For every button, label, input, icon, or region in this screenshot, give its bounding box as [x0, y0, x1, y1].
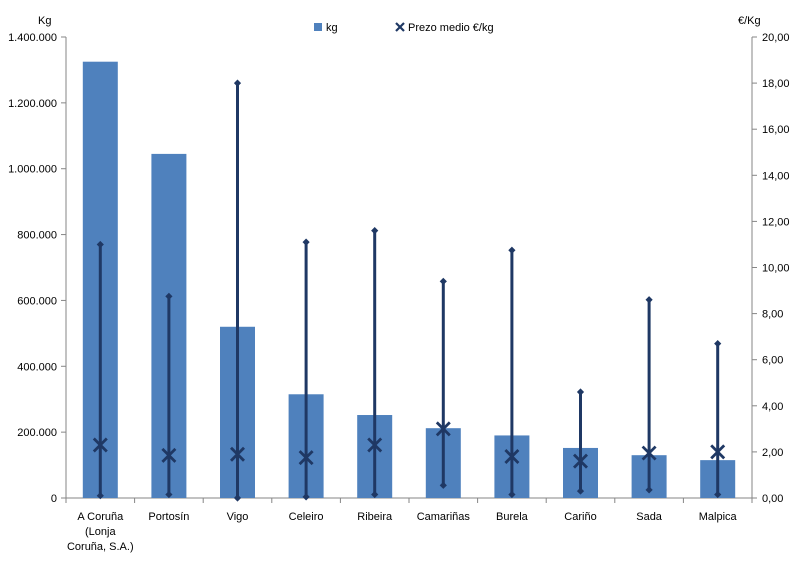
legend-x-marker-icon [395, 22, 405, 32]
category-label: Portosín [148, 511, 189, 523]
avg-price-marker-stroke-b [435, 421, 451, 437]
kg-bars [82, 61, 736, 498]
right-tick-label: 18,00 [762, 78, 790, 90]
category-label: Vigo [227, 511, 249, 523]
right-axis-title: €/Kg [738, 15, 761, 27]
price-range-lines [96, 79, 722, 502]
price-min-marker [508, 490, 516, 499]
avg-price-marker-stroke-b [710, 444, 726, 460]
right-tick-label: 0,00 [762, 493, 783, 505]
legend-bar-label: kg [326, 22, 338, 34]
right-tick-label: 8,00 [762, 309, 783, 321]
avg-price-marker-stroke-b [230, 446, 245, 462]
right-tick-label: 4,00 [762, 401, 783, 413]
price-min-marker [645, 486, 653, 494]
legend-bar-swatch [314, 23, 322, 31]
price-max-marker [576, 388, 585, 396]
price-max-marker [96, 240, 104, 249]
avg-price-marker-stroke-b [161, 447, 177, 463]
left-tick-label: 0 [51, 493, 57, 505]
avg-price-marker-stroke-b [92, 437, 108, 453]
left-tick-label: 1.400.000 [8, 32, 57, 44]
category-label: Celeiro [289, 511, 324, 523]
avg-price-marker-stroke-b [504, 449, 520, 464]
price-max-marker [508, 246, 516, 254]
axes: 0 200.000 400.000 600.000 800.000 1.000.000 1.… [8, 32, 789, 505]
right-tick-label: 20,00 [762, 32, 790, 44]
left-tick-label: 600.000 [17, 295, 57, 307]
price-max-marker [645, 296, 653, 304]
price-max-marker [714, 339, 722, 348]
category-label: Camariñas [417, 511, 471, 523]
category-label: Coruña, S.A.) [67, 541, 134, 553]
category-label: Malpica [699, 511, 738, 523]
avg-price-marker-stroke-b [367, 437, 383, 453]
price-min-marker [165, 490, 173, 499]
right-tick-label: 10,00 [762, 263, 790, 275]
left-tick-label: 200.000 [17, 427, 57, 439]
price-max-marker [165, 292, 173, 300]
price-min-marker [576, 487, 585, 495]
category-label: Sada [636, 511, 663, 523]
price-min-marker [371, 490, 379, 499]
category-label: Burela [496, 511, 529, 523]
left-axis-title: Kg [38, 15, 51, 27]
price-max-marker [439, 277, 447, 285]
category-label: A Coruña [77, 511, 124, 523]
price-max-marker [233, 79, 242, 87]
right-tick-label: 2,00 [762, 447, 783, 459]
legend: kg Prezo medio €/kg [314, 22, 494, 34]
price-min-marker [96, 492, 104, 500]
category-labels: A Coruña (Lonja Coruña, S.A.) Portosín Vigo C… [67, 511, 738, 553]
legend-marker-label: Prezo medio €/kg [408, 22, 494, 34]
price-markers [92, 421, 726, 469]
right-tick-label: 6,00 [762, 355, 783, 367]
price-max-marker [302, 238, 310, 246]
price-max-marker [371, 227, 379, 235]
left-tick-label: 400.000 [17, 361, 57, 373]
avg-price-marker-stroke-b [573, 453, 588, 469]
price-min-marker [439, 481, 447, 489]
left-tick-label: 1.200.000 [8, 98, 57, 110]
right-tick-label: 12,00 [762, 216, 790, 228]
left-tick-label: 800.000 [17, 230, 57, 242]
avg-price-marker-stroke-b [298, 450, 314, 466]
price-min-marker [233, 494, 242, 502]
category-label: Ribeira [357, 511, 393, 523]
category-label: Cariño [564, 511, 596, 523]
category-label: (Lonja [85, 526, 116, 538]
right-tick-label: 14,00 [762, 170, 790, 182]
right-tick-label: 16,00 [762, 124, 790, 136]
left-tick-label: 1.000.000 [8, 164, 57, 176]
price-min-marker [714, 490, 722, 499]
avg-price-marker-stroke-b [641, 445, 657, 461]
price-min-marker [302, 493, 310, 501]
